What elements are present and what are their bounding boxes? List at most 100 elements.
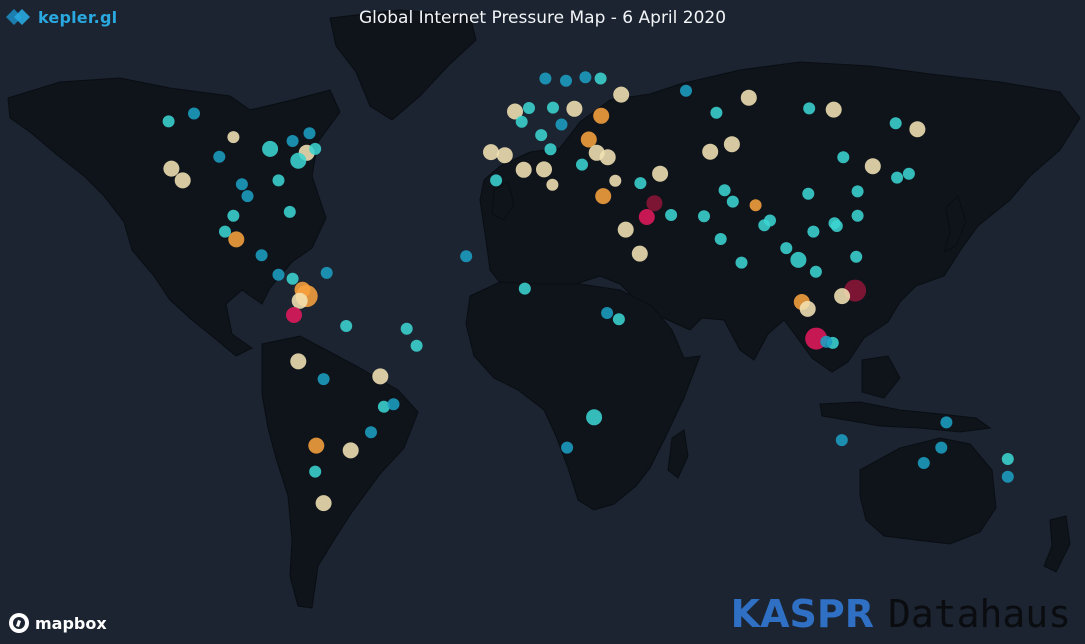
- pressure-point[interactable]: [609, 174, 622, 187]
- pressure-point[interactable]: [790, 251, 807, 268]
- pressure-point[interactable]: [490, 174, 503, 187]
- pressure-point[interactable]: [523, 102, 535, 114]
- pressure-point[interactable]: [714, 233, 727, 245]
- pressure-point[interactable]: [723, 136, 740, 153]
- pressure-point[interactable]: [825, 101, 842, 118]
- pressure-point[interactable]: [303, 127, 316, 140]
- pressure-point[interactable]: [483, 144, 499, 161]
- pressure-point[interactable]: [546, 178, 559, 191]
- pressure-point[interactable]: [579, 71, 592, 84]
- pressure-point[interactable]: [851, 209, 864, 222]
- pressure-point[interactable]: [320, 266, 333, 279]
- pressure-point[interactable]: [342, 442, 359, 459]
- pressure-point[interactable]: [891, 171, 904, 184]
- pressure-point[interactable]: [515, 115, 528, 128]
- pressure-point[interactable]: [802, 187, 815, 200]
- pressure-point[interactable]: [272, 268, 285, 281]
- pressure-point[interactable]: [536, 161, 552, 178]
- pressure-point[interactable]: [665, 209, 678, 221]
- pressure-point[interactable]: [188, 107, 200, 120]
- pressure-point[interactable]: [377, 400, 390, 413]
- pressure-point[interactable]: [576, 158, 588, 171]
- pressure-point[interactable]: [286, 307, 302, 323]
- pressure-point[interactable]: [864, 158, 881, 175]
- pressure-point[interactable]: [652, 165, 669, 182]
- pressure-point[interactable]: [809, 265, 822, 278]
- pressure-point[interactable]: [680, 84, 692, 97]
- pressure-point[interactable]: [410, 339, 423, 352]
- pressure-point[interactable]: [566, 100, 583, 117]
- pressure-point[interactable]: [698, 210, 710, 223]
- pressure-point[interactable]: [799, 300, 816, 317]
- pressure-point[interactable]: [496, 147, 513, 164]
- pressure-point[interactable]: [400, 322, 413, 335]
- pressure-point[interactable]: [613, 86, 630, 103]
- pressure-point[interactable]: [780, 242, 793, 255]
- pressure-point[interactable]: [595, 188, 612, 205]
- pressure-point[interactable]: [834, 288, 851, 305]
- pressure-point[interactable]: [290, 152, 307, 169]
- pressure-point[interactable]: [735, 256, 748, 269]
- pressure-point[interactable]: [227, 131, 240, 144]
- pressure-point[interactable]: [272, 174, 285, 187]
- pressure-point[interactable]: [889, 117, 902, 130]
- pressure-point[interactable]: [917, 457, 930, 469]
- pressure-point[interactable]: [935, 441, 948, 454]
- pressure-point[interactable]: [227, 209, 240, 222]
- pressure-point[interactable]: [340, 320, 353, 332]
- pressure-point[interactable]: [594, 72, 607, 85]
- pressure-point[interactable]: [601, 307, 614, 319]
- kepler-brand[interactable]: kepler.gl: [6, 6, 117, 28]
- pressure-point[interactable]: [315, 495, 332, 512]
- pressure-point[interactable]: [617, 221, 634, 238]
- pressure-point[interactable]: [283, 205, 296, 218]
- internet-pressure-points[interactable]: [162, 71, 1014, 512]
- pressure-point[interactable]: [803, 102, 816, 115]
- pressure-point[interactable]: [262, 140, 279, 157]
- pressure-point[interactable]: [807, 225, 820, 238]
- pressure-point[interactable]: [820, 335, 833, 348]
- pressure-point[interactable]: [544, 143, 557, 156]
- pressure-point[interactable]: [228, 231, 245, 248]
- pressure-point[interactable]: [764, 214, 776, 227]
- pressure-point[interactable]: [539, 72, 552, 85]
- pressure-point[interactable]: [940, 416, 953, 429]
- pressure-point[interactable]: [749, 199, 762, 212]
- pressure-point[interactable]: [850, 250, 863, 263]
- pressure-point[interactable]: [235, 178, 248, 191]
- pressure-point[interactable]: [291, 292, 308, 309]
- pressure-point[interactable]: [851, 185, 864, 198]
- pressure-point[interactable]: [638, 209, 655, 225]
- pressure-point[interactable]: [902, 167, 915, 180]
- pressure-point[interactable]: [726, 195, 739, 208]
- pressure-point[interactable]: [535, 129, 548, 142]
- pressure-point[interactable]: [555, 118, 568, 131]
- pressure-point[interactable]: [317, 373, 330, 386]
- pressure-point[interactable]: [286, 272, 299, 285]
- pressure-point[interactable]: [599, 149, 616, 166]
- pressure-point[interactable]: [593, 107, 610, 124]
- pressure-point[interactable]: [213, 150, 226, 163]
- pressure-point[interactable]: [309, 465, 322, 478]
- mapbox-attribution[interactable]: mapbox: [8, 612, 107, 634]
- pressure-point[interactable]: [740, 89, 757, 106]
- pressure-point[interactable]: [828, 217, 841, 230]
- pressure-point[interactable]: [518, 282, 531, 295]
- pressure-point[interactable]: [286, 135, 299, 147]
- pressure-point[interactable]: [547, 101, 559, 114]
- pressure-point[interactable]: [255, 249, 268, 262]
- pressure-point[interactable]: [631, 245, 648, 262]
- pressure-point[interactable]: [560, 74, 572, 87]
- pressure-point[interactable]: [634, 177, 647, 190]
- pressure-point[interactable]: [515, 161, 532, 178]
- pressure-point[interactable]: [702, 143, 719, 160]
- pressure-point[interactable]: [586, 409, 603, 426]
- pressure-point[interactable]: [1001, 453, 1014, 465]
- pressure-point[interactable]: [580, 131, 597, 148]
- pressure-point[interactable]: [507, 103, 523, 120]
- pressure-point[interactable]: [163, 160, 180, 177]
- pressure-point[interactable]: [612, 313, 625, 326]
- pressure-point[interactable]: [460, 250, 473, 263]
- pressure-point[interactable]: [710, 106, 723, 119]
